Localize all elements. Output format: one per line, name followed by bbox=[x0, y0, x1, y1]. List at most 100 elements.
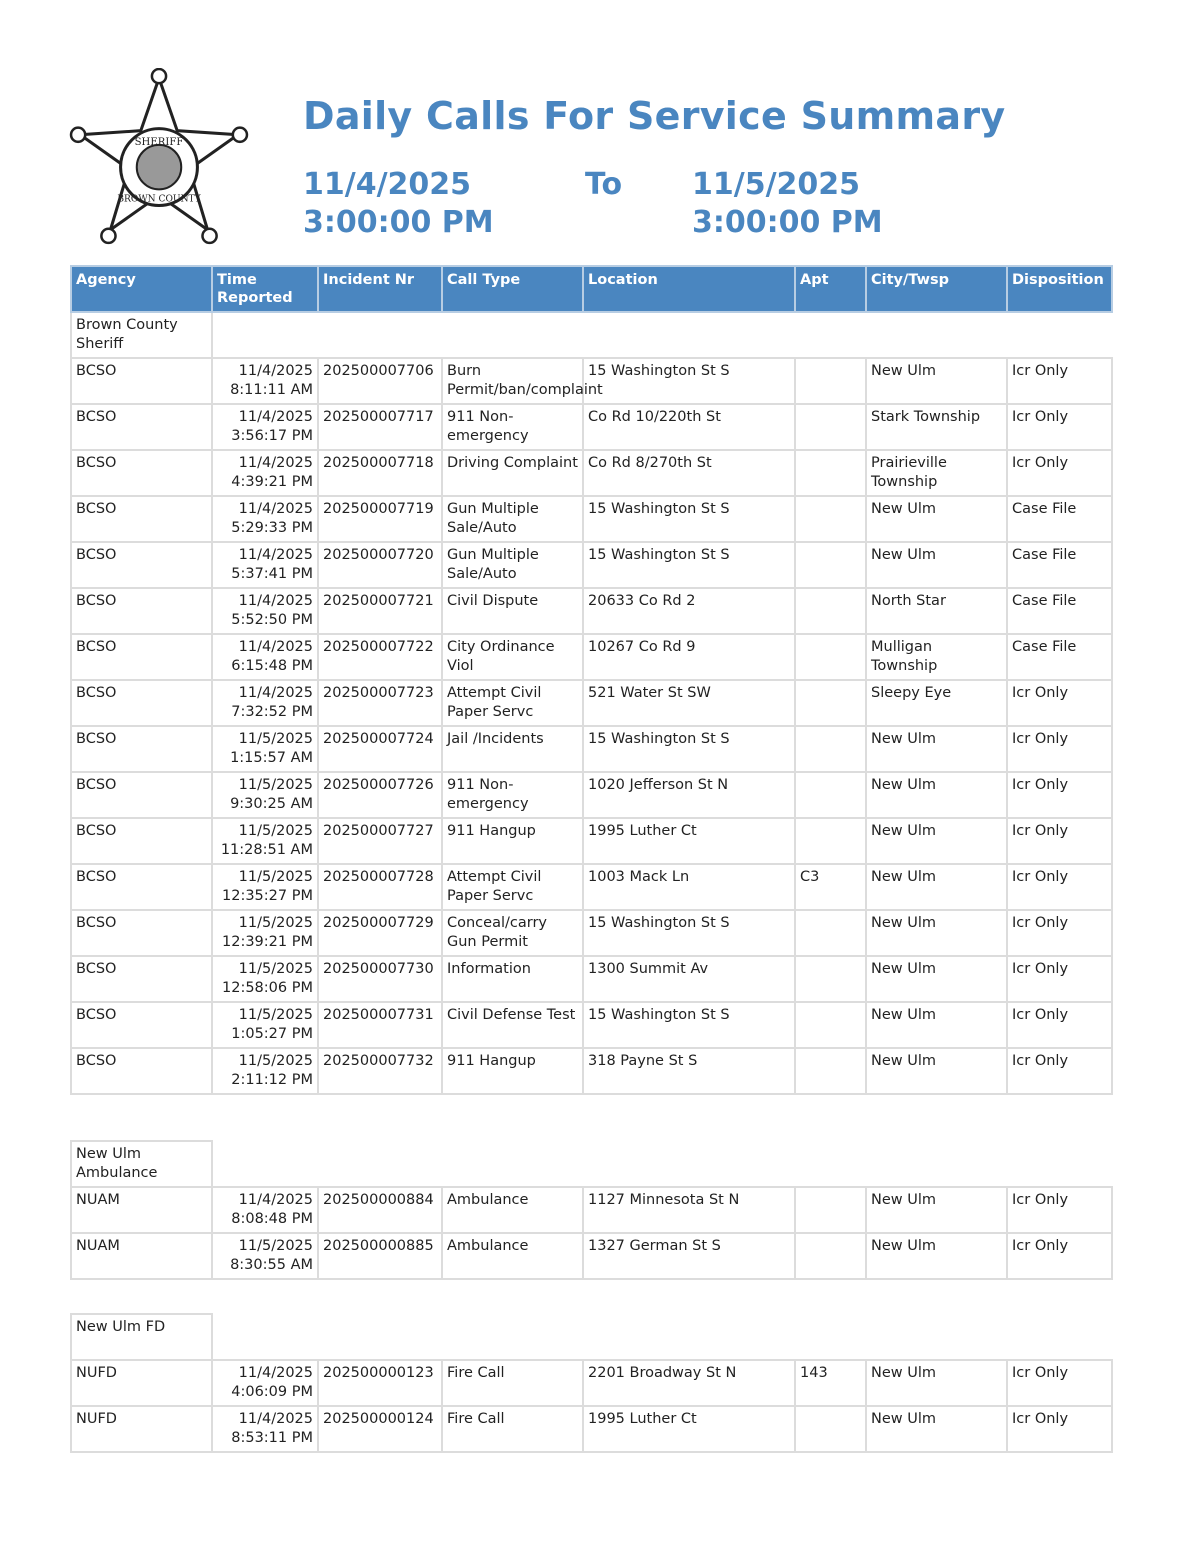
cell-agency: NUAM bbox=[70, 1232, 213, 1280]
table-row: BCSO 11/4/2025 3:56:17 PM 202500007717 911 … bbox=[70, 403, 1113, 451]
cell-incident-nr: 202500007731 bbox=[317, 1001, 443, 1049]
cell-agency: BCSO bbox=[70, 771, 213, 819]
cell-incident-nr: 202500007717 bbox=[317, 403, 443, 451]
cell-time-reported: 11/5/2025 8:30:55 AM bbox=[211, 1232, 319, 1280]
cell-time-reported: 11/4/2025 6:15:48 PM bbox=[211, 633, 319, 681]
to-time: 3:00:00 PM bbox=[692, 205, 883, 240]
table-row: BCSO 11/5/2025 12:39:21 PM 202500007729 Con… bbox=[70, 909, 1113, 957]
cell-apt bbox=[794, 1047, 867, 1095]
table-row: BCSO 11/5/2025 2:11:12 PM 202500007732 911 … bbox=[70, 1047, 1113, 1095]
cell-apt bbox=[794, 541, 867, 589]
table-row: BCSO 11/5/2025 12:58:06 PM 202500007730 Inf… bbox=[70, 955, 1113, 1003]
cell-disposition: Icr Only bbox=[1006, 1001, 1113, 1049]
to-label: To bbox=[585, 167, 623, 202]
column-header-call-type: Call Type bbox=[441, 265, 584, 313]
cell-city-twsp: Mulligan Township bbox=[865, 633, 1008, 681]
cell-disposition: Case File bbox=[1006, 587, 1113, 635]
cell-disposition: Icr Only bbox=[1006, 771, 1113, 819]
table-row: BCSO 11/4/2025 7:32:52 PM 202500007723 Atte… bbox=[70, 679, 1113, 727]
cell-agency: BCSO bbox=[70, 587, 213, 635]
column-header-agency: Agency bbox=[70, 265, 213, 313]
cell-incident-nr: 202500000885 bbox=[317, 1232, 443, 1280]
agency-group-name: New Ulm FD bbox=[70, 1313, 213, 1361]
cell-apt bbox=[794, 1405, 867, 1453]
cell-incident-nr: 202500007724 bbox=[317, 725, 443, 773]
cell-location: 15 Washington St S bbox=[582, 495, 796, 543]
cell-location: 318 Payne St S bbox=[582, 1047, 796, 1095]
cell-call-type: Gun Multiple Sale/Auto bbox=[441, 541, 584, 589]
cell-location: 521 Water St SW bbox=[582, 679, 796, 727]
table-row: NUFD 11/4/2025 4:06:09 PM 202500000123 Fire… bbox=[70, 1359, 1114, 1407]
cell-disposition: Case File bbox=[1006, 495, 1113, 543]
cell-incident-nr: 202500007720 bbox=[317, 541, 443, 589]
cell-disposition: Case File bbox=[1006, 633, 1113, 681]
cell-time-reported: 11/4/2025 5:37:41 PM bbox=[211, 541, 319, 589]
cell-agency: BCSO bbox=[70, 1047, 213, 1095]
cell-call-type: Fire Call bbox=[441, 1405, 584, 1453]
cell-disposition: Icr Only bbox=[1006, 909, 1113, 957]
cell-location: 1003 Mack Ln bbox=[582, 863, 796, 911]
cell-apt bbox=[794, 955, 867, 1003]
cell-location: 15 Washington St S bbox=[582, 725, 796, 773]
cell-city-twsp: New Ulm bbox=[865, 909, 1008, 957]
cell-city-twsp: New Ulm bbox=[865, 1232, 1008, 1280]
table-row: BCSO 11/4/2025 4:39:21 PM 202500007718 Driv… bbox=[70, 449, 1113, 497]
table-row: BCSO 11/4/2025 6:15:48 PM 202500007722 City… bbox=[70, 633, 1113, 681]
cell-call-type: 911 Non-emergency bbox=[441, 771, 584, 819]
cell-disposition: Icr Only bbox=[1005, 1186, 1114, 1234]
cell-incident-nr: 202500007727 bbox=[317, 817, 443, 865]
cell-incident-nr: 202500007730 bbox=[317, 955, 443, 1003]
cell-location: 15 Washington St S bbox=[582, 1001, 796, 1049]
cell-location: 15 Washington St S bbox=[582, 909, 796, 957]
table-row: BCSO 11/5/2025 1:15:57 AM 202500007724 Jail… bbox=[70, 725, 1113, 773]
cell-agency: NUFD bbox=[70, 1405, 213, 1453]
cell-apt bbox=[794, 403, 867, 451]
cell-time-reported: 11/4/2025 4:06:09 PM bbox=[211, 1359, 319, 1407]
cell-location: 1020 Jefferson St N bbox=[582, 771, 796, 819]
cell-incident-nr: 202500007718 bbox=[317, 449, 443, 497]
cell-location: Co Rd 10/220th St bbox=[582, 403, 796, 451]
cell-incident-nr: 202500007723 bbox=[317, 679, 443, 727]
cell-call-type: Information bbox=[441, 955, 584, 1003]
cell-disposition: Icr Only bbox=[1005, 1359, 1114, 1407]
cell-location: 1127 Minnesota St N bbox=[582, 1186, 796, 1234]
cell-location: 2201 Broadway St N bbox=[582, 1359, 796, 1407]
cell-time-reported: 11/4/2025 8:53:11 PM bbox=[211, 1405, 319, 1453]
cell-city-twsp: New Ulm bbox=[865, 863, 1008, 911]
cell-call-type: 911 Non-emergency bbox=[441, 403, 584, 451]
agency-group-row: Brown County Sheriff bbox=[70, 311, 1112, 359]
cell-apt: 143 bbox=[794, 1359, 867, 1407]
table-row: NUAM 11/5/2025 8:30:55 AM 202500000885 Ambu… bbox=[70, 1232, 1114, 1280]
cell-location: 10267 Co Rd 9 bbox=[582, 633, 796, 681]
cell-agency: BCSO bbox=[70, 817, 213, 865]
cell-time-reported: 11/5/2025 12:35:27 PM bbox=[211, 863, 319, 911]
cell-call-type: 911 Hangup bbox=[441, 1047, 584, 1095]
cell-apt: C3 bbox=[794, 863, 867, 911]
from-datetime: 11/4/2025 3:00:00 PM bbox=[303, 166, 494, 242]
cell-city-twsp: Sleepy Eye bbox=[865, 679, 1008, 727]
cell-disposition: Icr Only bbox=[1006, 679, 1113, 727]
cell-apt bbox=[794, 1232, 867, 1280]
table-row: BCSO 11/5/2025 12:35:27 PM 202500007728 Att… bbox=[70, 863, 1113, 911]
cell-time-reported: 11/5/2025 12:58:06 PM bbox=[211, 955, 319, 1003]
cell-incident-nr: 202500000124 bbox=[317, 1405, 443, 1453]
cell-call-type: Conceal/carry Gun Permit bbox=[441, 909, 584, 957]
cell-time-reported: 11/4/2025 7:32:52 PM bbox=[211, 679, 319, 727]
cell-agency: BCSO bbox=[70, 863, 213, 911]
cell-apt bbox=[794, 1001, 867, 1049]
cell-apt bbox=[794, 909, 867, 957]
table-row: BCSO 11/5/2025 11:28:51 AM 202500007727 911… bbox=[70, 817, 1113, 865]
table-row: BCSO 11/4/2025 8:11:11 AM 202500007706 Burn… bbox=[70, 357, 1113, 405]
column-header-disposition: Disposition bbox=[1006, 265, 1113, 313]
cell-city-twsp: New Ulm bbox=[865, 541, 1008, 589]
cell-call-type: Civil Defense Test bbox=[441, 1001, 584, 1049]
agency-group-name: New Ulm Ambulance bbox=[70, 1140, 213, 1188]
agency-group-row: New Ulm Ambulance bbox=[70, 1140, 1113, 1188]
cell-disposition: Icr Only bbox=[1006, 1047, 1113, 1095]
cell-agency: BCSO bbox=[70, 449, 213, 497]
cell-agency: BCSO bbox=[70, 357, 213, 405]
cell-time-reported: 11/5/2025 11:28:51 AM bbox=[211, 817, 319, 865]
cell-apt bbox=[794, 633, 867, 681]
cell-call-type: Attempt Civil Paper Servc bbox=[441, 863, 584, 911]
cell-agency: BCSO bbox=[70, 1001, 213, 1049]
